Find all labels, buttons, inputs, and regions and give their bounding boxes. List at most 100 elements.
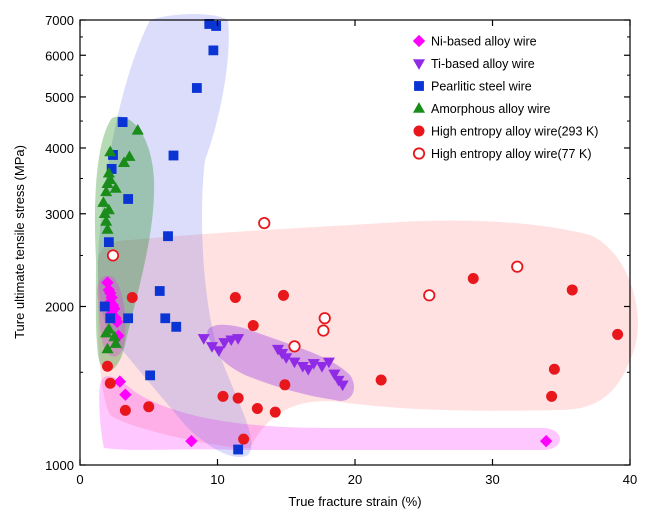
data-point [171, 321, 182, 332]
data-point [302, 365, 315, 376]
data-point [258, 216, 271, 230]
data-point [113, 375, 127, 388]
y-tick-label: 5000 [45, 90, 74, 105]
x-tick-label: 20 [348, 472, 362, 487]
data-point [229, 292, 241, 304]
data-point [232, 392, 244, 404]
legend-label: Ni-based alloy wire [431, 35, 537, 49]
y-tick-label: 6000 [45, 48, 74, 63]
data-point [217, 390, 229, 402]
data-point [143, 401, 155, 413]
data-point [423, 289, 436, 302]
data-point [315, 362, 329, 373]
data-point [232, 334, 245, 345]
y-tick-label: 7000 [45, 13, 74, 28]
data-point [612, 328, 624, 340]
data-point [97, 196, 110, 207]
data-point [251, 403, 263, 415]
data-point [101, 342, 114, 354]
y-tick-label: 3000 [45, 207, 74, 222]
data-point [539, 434, 553, 448]
data-point [100, 185, 113, 197]
legend: Ni-based alloy wire Ti-based alloy wire Pe… [412, 34, 598, 161]
data-point [102, 322, 115, 334]
legend-item: High entropy alloy wire(77 K) [412, 147, 592, 161]
data-point [126, 292, 138, 304]
legend-marker [414, 81, 424, 91]
x-axis-label: True fracture strain (%) [288, 494, 421, 509]
series-4 [97, 124, 144, 354]
data-point [145, 370, 156, 381]
y-tick-label: 1000 [45, 458, 74, 473]
data-point [336, 380, 349, 392]
data-point [185, 434, 198, 448]
data-point [105, 313, 116, 324]
data-point [160, 313, 171, 324]
data-point [102, 203, 115, 215]
data-point [307, 359, 320, 370]
data-point [233, 444, 244, 455]
data-point [269, 406, 281, 418]
data-point [288, 340, 301, 353]
data-point [279, 379, 291, 391]
legend-item: Pearlitic steel wire [414, 80, 532, 94]
data-point [109, 182, 122, 193]
legend-marker [412, 34, 426, 48]
legend-item: Ti-based alloy wire [412, 57, 535, 71]
data-point [566, 284, 578, 296]
data-point [546, 390, 558, 402]
y-tick-label: 4000 [45, 141, 74, 156]
region-ni-based [99, 376, 560, 450]
series-2 [197, 334, 349, 392]
data-point [212, 346, 225, 357]
data-point [99, 301, 110, 312]
shaded-regions [94, 14, 638, 457]
legend-marker [412, 59, 426, 70]
legend-label: High entropy alloy wire(293 K) [431, 125, 598, 139]
data-point [104, 173, 117, 185]
data-point [317, 324, 330, 337]
data-point [131, 124, 144, 135]
data-point [218, 338, 231, 349]
region-ti-based [207, 324, 355, 401]
data-point [117, 156, 131, 167]
series-6 [106, 216, 524, 353]
data-point [197, 334, 210, 345]
data-point [318, 312, 331, 325]
x-tick-label: 30 [485, 472, 499, 487]
data-point [163, 231, 173, 242]
x-tick-label: 10 [210, 472, 224, 487]
legend-item: Amorphous alloy wire [412, 102, 551, 116]
legend-marker [412, 102, 426, 113]
legend-label: High entropy alloy wire(77 K) [431, 147, 592, 161]
x-tick-label: 0 [76, 472, 83, 487]
data-point [106, 249, 120, 262]
legend-item: High entropy alloy wire(293 K) [413, 125, 598, 139]
data-point [117, 117, 128, 127]
data-point [101, 223, 114, 234]
legend-label: Amorphous alloy wire [431, 102, 551, 116]
data-point [103, 237, 114, 248]
y-axis-label: Ture ultimate tensile stress (MPa) [12, 145, 27, 339]
data-point [123, 194, 134, 204]
data-point [104, 145, 117, 157]
legend-item: Ni-based alloy wire [412, 34, 537, 49]
legend-marker [412, 147, 426, 160]
y-tick-label: 2000 [45, 299, 74, 314]
data-point [102, 360, 114, 372]
data-point [168, 150, 179, 161]
region-high-entropy [97, 220, 638, 449]
legend-label: Ti-based alloy wire [431, 57, 535, 71]
data-point [123, 313, 134, 324]
data-points [97, 19, 624, 455]
data-point [211, 21, 222, 31]
data-point [328, 369, 341, 381]
series-1 [101, 276, 553, 448]
data-point [511, 260, 524, 273]
x-tick-label: 40 [623, 472, 637, 487]
data-point [100, 215, 113, 226]
data-point [119, 404, 131, 416]
legend-label: Pearlitic steel wire [431, 80, 532, 94]
data-point [154, 286, 165, 296]
